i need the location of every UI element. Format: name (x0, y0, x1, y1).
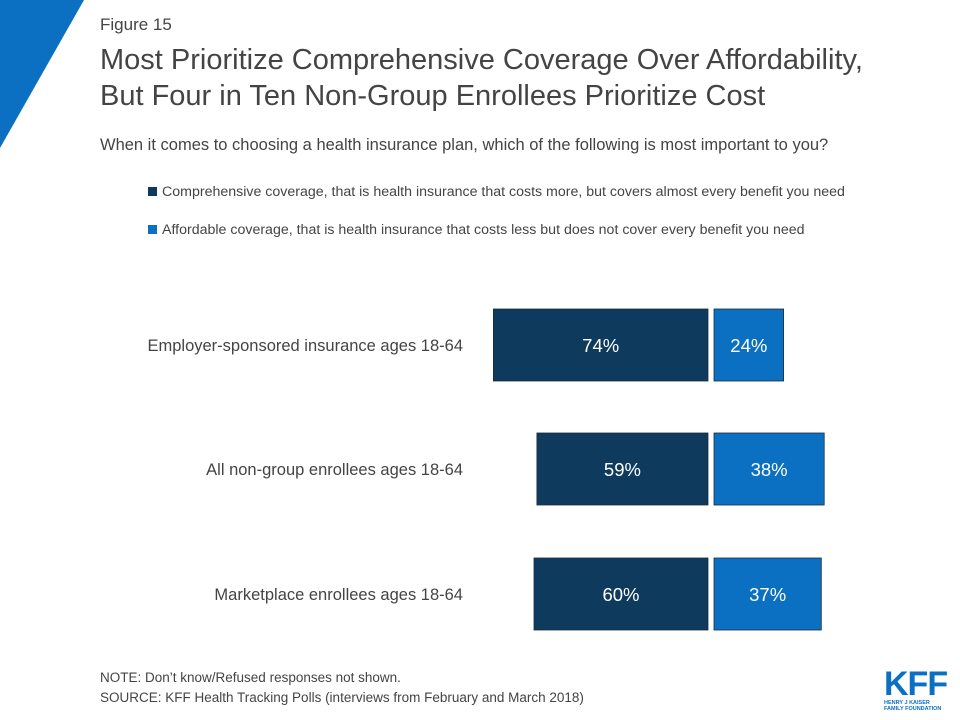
chart-title-line-2: But Four in Ten Non-Group Enrollees Prio… (100, 80, 766, 112)
logo-line-2: FAMILY FOUNDATION (884, 706, 942, 712)
logo-mark: KFF (884, 665, 948, 703)
source-text: SOURCE: KFF Health Tracking Polls (inter… (100, 690, 584, 705)
chart-title: Most Prioritize Comprehensive Coverage O… (100, 42, 950, 114)
corner-accent (0, 0, 84, 148)
data-label-comprehensive: 59% (604, 459, 641, 480)
category-label: Marketplace enrollees ages 18-64 (214, 586, 463, 604)
bar-chart: Employer-sponsored insurance ages 18-64 7… (147, 308, 825, 631)
data-label-comprehensive: 74% (582, 335, 619, 356)
category-label: All non-group enrollees ages 18-64 (206, 461, 463, 479)
bar-comprehensive (492, 308, 709, 382)
data-label-affordable: 24% (730, 335, 767, 356)
kff-logo: KFF HENRY J KAISER FAMILY FOUNDATION (884, 665, 954, 712)
bar-comprehensive (533, 557, 709, 631)
figure-label: Figure 15 (100, 15, 172, 34)
legend-item-affordable: Affordable coverage, that is health insu… (148, 220, 888, 240)
data-label-affordable: 38% (751, 459, 788, 480)
data-label-comprehensive: 60% (602, 584, 639, 605)
legend-item-comprehensive: Comprehensive coverage, that is health i… (148, 182, 888, 202)
legend-swatch-comprehensive (148, 187, 157, 196)
data-label-affordable: 37% (749, 584, 786, 605)
bar-affordable (713, 308, 784, 382)
note-text: NOTE: Don’t know/Refused responses not s… (100, 670, 401, 685)
bar-affordable (713, 432, 825, 506)
survey-question: When it comes to choosing a health insur… (100, 136, 829, 154)
legend-label-comprehensive: Comprehensive coverage, that is health i… (162, 184, 845, 200)
legend-label-affordable: Affordable coverage, that is health insu… (162, 222, 805, 238)
bar-affordable (713, 557, 822, 631)
chart-footer: NOTE: Don’t know/Refused responses not s… (100, 668, 584, 708)
logo-line-1: HENRY J KAISER (884, 700, 930, 706)
legend-swatch-affordable (148, 225, 157, 234)
chart-title-line-1: Most Prioritize Comprehensive Coverage O… (100, 44, 863, 76)
bar-comprehensive (536, 432, 709, 506)
category-label: Employer-sponsored insurance ages 18-64 (147, 337, 463, 355)
chart-legend: Comprehensive coverage, that is health i… (148, 182, 888, 240)
